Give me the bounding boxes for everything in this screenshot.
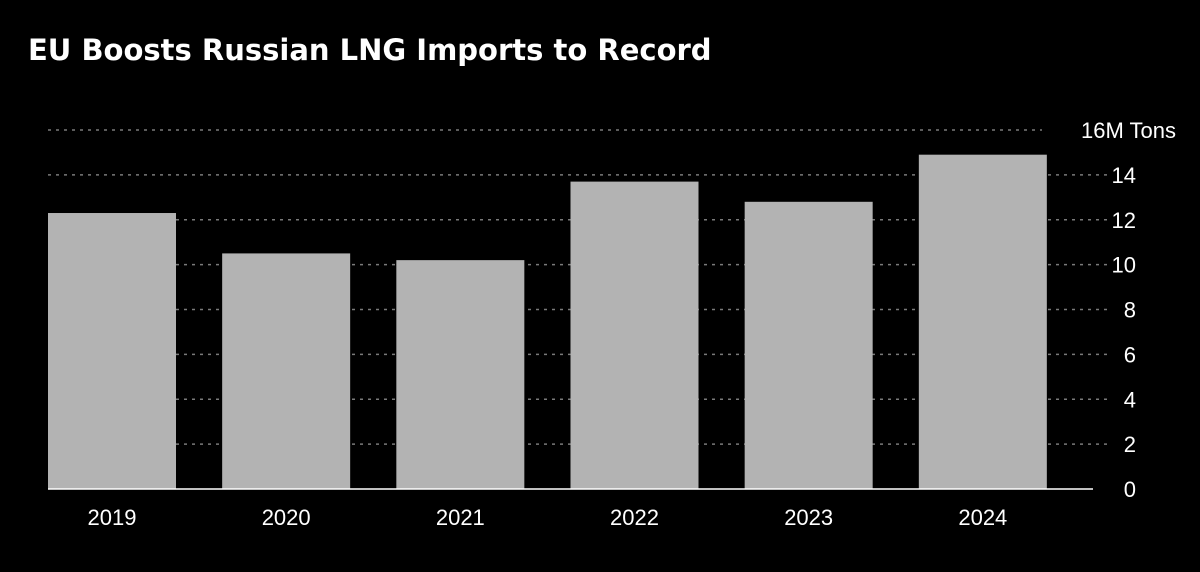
- x-tick-label: 2022: [610, 505, 659, 530]
- y-tick-label: 10: [1112, 253, 1136, 278]
- bar-2021: [396, 260, 525, 489]
- y-tick-label: 14: [1112, 163, 1136, 188]
- y-tick-label: 8: [1124, 298, 1136, 323]
- y-tick-label: 0: [1124, 477, 1136, 502]
- y-tick-label: 4: [1124, 387, 1136, 412]
- x-tick-label: 2021: [436, 505, 485, 530]
- chart-title: EU Boosts Russian LNG Imports to Record: [28, 33, 712, 67]
- bar-2023: [744, 201, 873, 490]
- bar-2019: [48, 213, 176, 490]
- y-tick-label: 16M Tons: [1081, 118, 1176, 143]
- y-axis-tick-labels: 0 2 4 6 8 10 12 14 16M Tons: [1081, 118, 1176, 502]
- y-tick-label: 2: [1124, 432, 1136, 457]
- y-tick-label: 6: [1124, 342, 1136, 367]
- x-tick-label: 2020: [262, 505, 311, 530]
- bar-2020: [222, 253, 351, 489]
- x-tick-label: 2023: [784, 505, 833, 530]
- bar-2022: [570, 181, 699, 489]
- bar-2024: [918, 154, 1047, 489]
- y-tick-label: 12: [1112, 208, 1136, 233]
- x-tick-label: 2019: [88, 505, 137, 530]
- x-axis-tick-labels: 2019 2020 2021 2022 2023 2024: [88, 505, 1008, 530]
- bars: [48, 154, 1047, 490]
- x-tick-label: 2024: [958, 505, 1007, 530]
